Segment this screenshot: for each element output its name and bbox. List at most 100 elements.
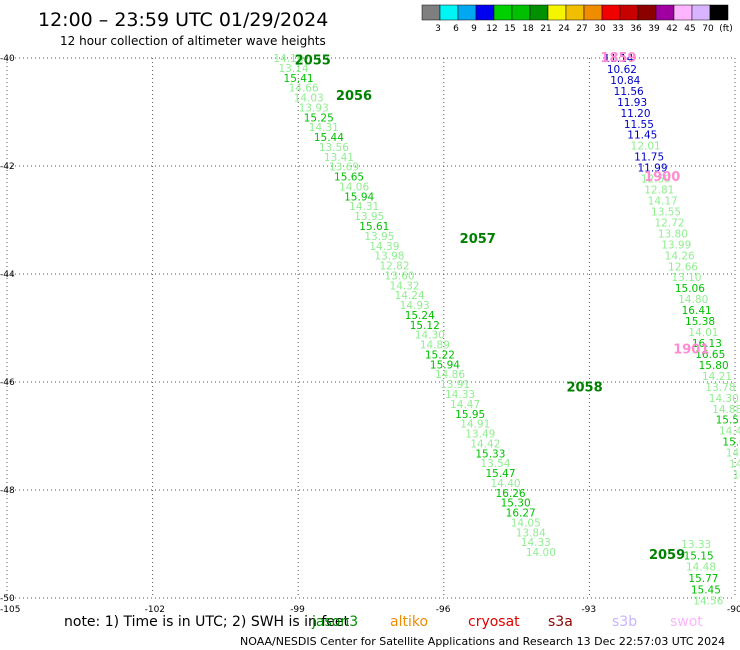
wave-height-label: 13.14 bbox=[279, 63, 309, 75]
wave-height-label: 15.77 bbox=[688, 573, 718, 585]
colorbar-swatch bbox=[601, 4, 621, 21]
wave-height-label: 13.41 bbox=[324, 152, 354, 164]
wave-height-label: 11.75 bbox=[634, 152, 664, 164]
colorbar-swatch bbox=[565, 4, 585, 21]
pass-label: 2056 bbox=[336, 89, 372, 104]
chart-title: 12:00 – 23:59 UTC 01/29/2024 bbox=[38, 9, 328, 31]
colorbar-swatch bbox=[439, 4, 459, 21]
wave-height-label: 14.30 bbox=[709, 393, 739, 405]
colorbar-swatch bbox=[691, 4, 711, 21]
wave-height-label: 13.56 bbox=[319, 142, 349, 154]
pass-label: 2057 bbox=[460, 232, 496, 247]
pass-labels: 2055 2056 2057 2058 2059 1859 1900 1901 bbox=[295, 51, 710, 563]
colorbar-swatch bbox=[547, 4, 567, 21]
grid-lines bbox=[6, 57, 736, 599]
wave-height-label: 14.32 bbox=[390, 280, 420, 292]
wave-height-label: 14.26 bbox=[665, 250, 695, 262]
wave-height-label: 15.44 bbox=[314, 132, 344, 144]
colorbar-swatch bbox=[529, 4, 549, 21]
wave-height-label: 14.93 bbox=[400, 300, 430, 312]
wave-height-label: 15.95 bbox=[455, 409, 485, 421]
y-tick-label: -40 bbox=[0, 54, 15, 64]
colorbar-label: 3 bbox=[435, 24, 441, 34]
wave-height-label: 12.01 bbox=[631, 141, 661, 153]
colorbar-label: 18 bbox=[522, 24, 534, 34]
wave-height-label: 15.38 bbox=[685, 316, 715, 328]
x-tick-label: -96 bbox=[436, 605, 451, 615]
wave-height-label: 15.22 bbox=[425, 349, 455, 361]
wave-height-label: 15.65 bbox=[334, 172, 364, 184]
colorbar-label: 70 bbox=[702, 24, 714, 34]
wave-height-label: 15.24 bbox=[405, 310, 435, 322]
legend-item: jason3 bbox=[311, 614, 358, 630]
pass-label: 2055 bbox=[295, 54, 331, 69]
wave-height-label: 16.41 bbox=[682, 305, 712, 317]
legend-item: cryosat bbox=[468, 614, 520, 630]
wave-height-label: 11.55 bbox=[624, 119, 654, 131]
colorbar-swatch bbox=[457, 4, 477, 21]
wave-height-label: 15.61 bbox=[359, 221, 389, 233]
wave-height-label: 14.24 bbox=[395, 290, 425, 302]
wave-height-label: 15.45 bbox=[691, 584, 721, 596]
colorbar-swatch bbox=[637, 4, 657, 21]
wave-height-label: 12.82 bbox=[379, 261, 409, 273]
wave-height-label: 14.36 bbox=[733, 470, 740, 482]
wave-height-label: 14.56 bbox=[693, 596, 723, 608]
colorbar-label: 15 bbox=[504, 24, 515, 34]
data-labels: 14.1613.1415.4114.6614.0313.9315.2514.31… bbox=[273, 53, 740, 608]
colorbar-label: 21 bbox=[540, 24, 551, 34]
colorbar-swatch bbox=[655, 4, 675, 21]
wave-height-label: 14.06 bbox=[339, 181, 369, 193]
wave-height-label: 15.30 bbox=[501, 498, 531, 510]
wave-height-label: 15.57 bbox=[716, 415, 740, 427]
wave-height-label: 14.89 bbox=[420, 340, 450, 352]
x-tick-label: -93 bbox=[581, 605, 596, 615]
x-tick-label: -105 bbox=[0, 605, 20, 615]
wave-height-label: 13.49 bbox=[465, 429, 495, 441]
colorbar-label: (ft) bbox=[719, 24, 733, 34]
colorbar-swatch bbox=[475, 4, 495, 21]
wave-height-label: 14.39 bbox=[369, 241, 399, 253]
pass-label: 1901 bbox=[673, 343, 709, 358]
wave-height-label: 13.54 bbox=[480, 458, 510, 470]
colorbar-label: 45 bbox=[684, 24, 695, 34]
colorbar-label: 9 bbox=[471, 24, 477, 34]
wave-height-label: 14.00 bbox=[526, 547, 556, 559]
axis-tick-labels: -40 -42 -44 -46 -48 -50-105 -102 -99 -96 -93 -90 bbox=[0, 54, 740, 615]
wave-height-label: 14.21 bbox=[702, 371, 732, 383]
wave-height-label: 13.95 bbox=[364, 231, 394, 243]
wave-height-label: 13.80 bbox=[658, 228, 688, 240]
legend-item: swot bbox=[670, 614, 703, 630]
wave-height-label: 14.48 bbox=[686, 562, 716, 574]
legend-item: s3a bbox=[548, 614, 573, 630]
pass-label: 1900 bbox=[644, 170, 680, 185]
wave-height-label: 14.47 bbox=[450, 399, 480, 411]
wave-height-label: 14.33 bbox=[521, 537, 551, 549]
wave-height-label: 14.33 bbox=[445, 389, 475, 401]
y-tick-label: -48 bbox=[0, 486, 15, 496]
y-tick-label: -46 bbox=[0, 378, 15, 388]
colorbar-label: 33 bbox=[612, 24, 623, 34]
wave-height-label: 13.33 bbox=[681, 539, 711, 551]
wave-height-label: 10.84 bbox=[610, 75, 640, 87]
colorbar-label: 42 bbox=[666, 24, 677, 34]
colorbar-swatch bbox=[511, 4, 531, 21]
colorbar-label: 27 bbox=[576, 24, 587, 34]
wave-height-label: 14.44 bbox=[719, 426, 740, 438]
wave-height-label: 14.03 bbox=[294, 93, 324, 105]
wave-height-label: 14.30 bbox=[415, 330, 445, 342]
wave-height-label: 14.31 bbox=[349, 201, 379, 213]
wave-height-label: 15.03 bbox=[722, 437, 740, 449]
wave-height-label: 13.95 bbox=[354, 211, 384, 223]
x-tick-label: -90 bbox=[727, 605, 740, 615]
wave-height-label: 11.56 bbox=[614, 86, 644, 98]
colorbar-swatch bbox=[421, 4, 441, 21]
wave-height-label: 14.17 bbox=[648, 196, 678, 208]
wave-height-label: 16.13 bbox=[692, 338, 722, 350]
wave-height-label: 16.27 bbox=[506, 508, 536, 520]
wave-height-label: 15.80 bbox=[699, 360, 729, 372]
wave-height-label: 14.16 bbox=[273, 53, 303, 65]
wave-height-label: 13.60 bbox=[385, 270, 415, 282]
wave-height-label: 11.14 bbox=[603, 53, 633, 65]
